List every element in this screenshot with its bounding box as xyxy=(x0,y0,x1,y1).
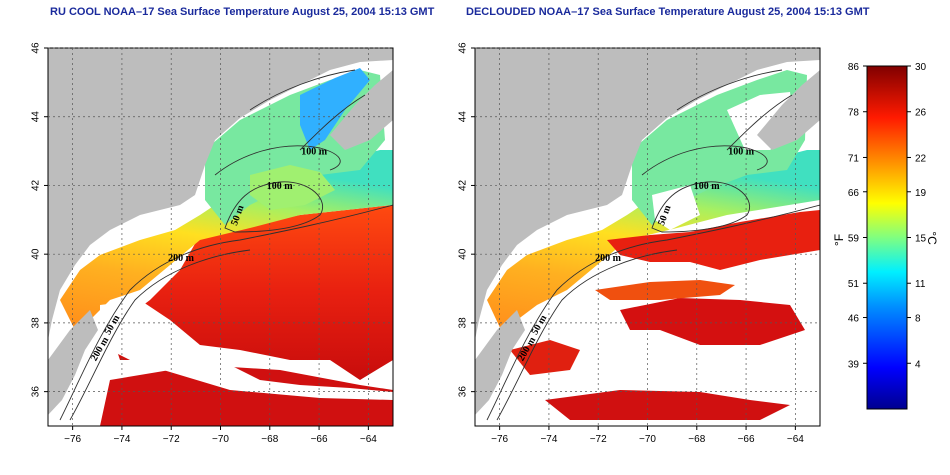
right-offshore-clearing xyxy=(652,185,700,230)
y-tick-label: 46 xyxy=(31,42,42,54)
right-grid xyxy=(475,47,820,426)
contour-label: 100 m xyxy=(301,147,328,158)
left-georges-bank xyxy=(250,165,335,210)
fahrenheit-tick-label: 46 xyxy=(848,314,860,325)
right-land xyxy=(475,48,820,340)
y-tick-label: 38 xyxy=(31,317,42,329)
celsius-tick-label: 30 xyxy=(915,62,927,73)
left-cloud-patch xyxy=(100,300,393,400)
left-nova-scotia-land xyxy=(330,70,393,150)
right-nova-scotia-land xyxy=(757,70,820,150)
fahrenheit-tick-label: 78 xyxy=(848,108,860,119)
celsius-label: °C xyxy=(925,231,939,245)
y-tick-label: 44 xyxy=(31,111,42,123)
x-tick-label: −66 xyxy=(311,434,328,445)
y-tick-label: 46 xyxy=(458,42,469,54)
x-tick-label: −72 xyxy=(590,434,607,445)
celsius-tick-label: 4 xyxy=(915,359,921,370)
fahrenheit-tick-label: 51 xyxy=(848,279,860,290)
x-tick-label: −68 xyxy=(261,434,278,445)
left-map: −76 −74 −72 −70 −68 −66 −64 36 38 40 42 44 46 100 m 1… xyxy=(31,42,394,445)
fahrenheit-tick-label: 86 xyxy=(848,62,860,73)
right-map-title: DECLOUDED NOAA–17 Sea Surface Temperatur… xyxy=(466,6,870,18)
contour-label: 200 m xyxy=(595,253,622,264)
left-map-title: RU COOL NOAA–17 Sea Surface Temperature … xyxy=(50,6,435,18)
right-bathymetry-contours xyxy=(486,69,820,421)
colorbar-ticks: 86 30 78 26 71 22 66 19 59 15 51 11 46 8 39 4 xyxy=(848,62,927,370)
contour-label: 100 m xyxy=(694,181,721,192)
x-tick-label: −74 xyxy=(113,434,130,445)
contour-label: 100 m xyxy=(267,181,294,192)
right-warm-patch-3 xyxy=(510,340,580,375)
x-tick-label: −68 xyxy=(688,434,705,445)
x-tick-label: −70 xyxy=(639,434,656,445)
y-tick-label: 44 xyxy=(458,111,469,123)
x-tick-label: −66 xyxy=(738,434,755,445)
left-land xyxy=(48,48,393,340)
right-axis-ticks: −76 −74 −72 −70 −68 −66 −64 36 38 40 42 44 46 xyxy=(458,42,805,445)
left-bathymetry-contours xyxy=(59,69,393,421)
left-southern-warm-water xyxy=(100,365,393,426)
y-tick-label: 36 xyxy=(458,386,469,398)
left-axis-ticks: −76 −74 −72 −70 −68 −66 −64 36 38 40 42 44 46 xyxy=(31,42,378,445)
left-grid xyxy=(48,47,393,426)
right-warm-patch-1 xyxy=(607,210,820,270)
fahrenheit-tick-label: 66 xyxy=(848,188,860,199)
celsius-tick-label: 22 xyxy=(915,153,927,164)
left-bay-of-fundy-cold xyxy=(300,68,370,150)
y-tick-label: 40 xyxy=(31,248,42,260)
celsius-tick-label: 26 xyxy=(915,108,927,119)
right-warm-patch-5 xyxy=(595,280,735,300)
contour-label: 100 m xyxy=(728,147,755,158)
y-tick-label: 42 xyxy=(31,179,42,191)
celsius-tick-label: 15 xyxy=(915,234,927,245)
right-shelf-water xyxy=(487,150,820,332)
fahrenheit-tick-label: 39 xyxy=(848,359,860,370)
x-tick-label: −72 xyxy=(163,434,180,445)
right-map: −76 −74 −72 −70 −68 −66 −64 36 38 40 42 44 46 100 m 1… xyxy=(458,42,821,445)
colorbar-gradient xyxy=(866,65,908,410)
right-warm-patch-4 xyxy=(545,390,790,420)
celsius-tick-label: 8 xyxy=(915,314,921,325)
right-warm-patch-2 xyxy=(620,298,805,345)
left-delmarva-land xyxy=(48,310,98,415)
celsius-tick-label: 11 xyxy=(915,279,926,290)
fahrenheit-tick-label: 59 xyxy=(848,234,860,245)
contour-label: 200 m xyxy=(168,253,195,264)
x-tick-label: −74 xyxy=(540,434,557,445)
fahrenheit-label: °F xyxy=(832,234,846,246)
y-tick-label: 38 xyxy=(458,317,469,329)
right-delmarva-land xyxy=(475,310,525,415)
x-tick-label: −64 xyxy=(787,434,804,445)
x-tick-label: −70 xyxy=(212,434,229,445)
y-tick-label: 42 xyxy=(458,179,469,191)
x-tick-label: −64 xyxy=(360,434,377,445)
x-tick-label: −76 xyxy=(64,434,81,445)
colorbar: 86 30 78 26 71 22 66 19 59 15 51 11 46 8 39 4 °F °C xyxy=(832,62,939,410)
celsius-tick-label: 19 xyxy=(915,188,927,199)
fahrenheit-tick-label: 71 xyxy=(848,153,860,164)
y-tick-label: 36 xyxy=(31,386,42,398)
y-tick-label: 40 xyxy=(458,248,469,260)
x-tick-label: −76 xyxy=(491,434,508,445)
